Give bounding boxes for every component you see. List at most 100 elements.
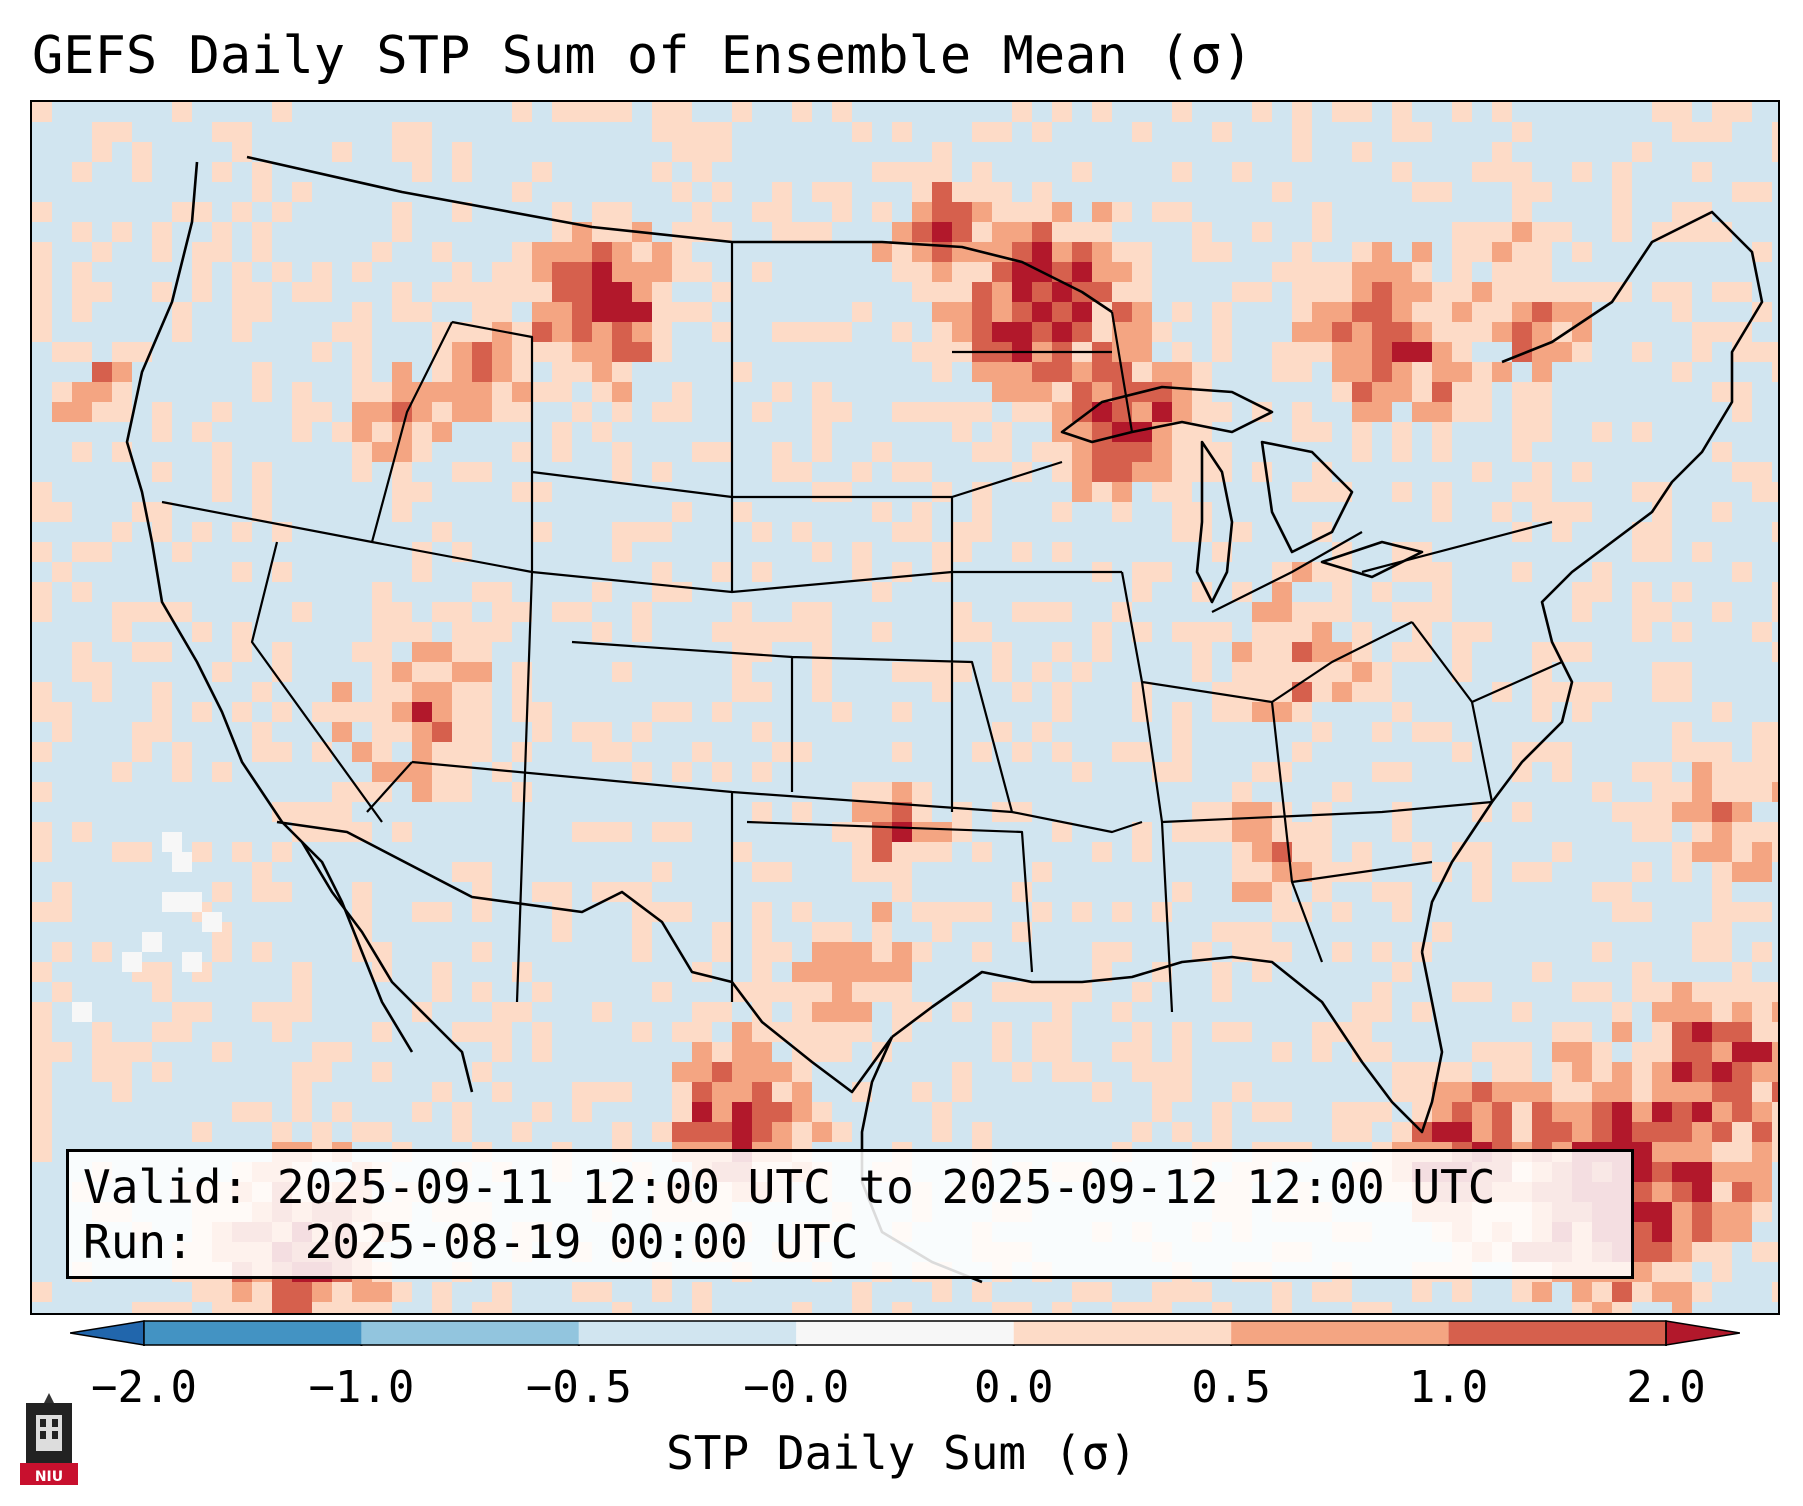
stp-cell: [352, 642, 372, 662]
stp-cell: [1652, 1262, 1672, 1282]
stp-cell: [1692, 782, 1712, 802]
run-time: 2025-08-19 00:00 UTC: [304, 1215, 859, 1269]
stp-cell: [72, 402, 92, 422]
stp-cell: [692, 162, 712, 182]
stp-cell: [92, 542, 112, 562]
stp-cell: [1172, 822, 1192, 842]
stp-cell: [1692, 162, 1712, 182]
stp-cell: [892, 822, 912, 842]
stp-cell: [1432, 1122, 1452, 1142]
stp-cell: [992, 262, 1012, 282]
stp-cell: [1672, 222, 1692, 242]
stp-cell: [1712, 1162, 1732, 1182]
stp-cell: [752, 202, 772, 222]
stp-cell: [192, 622, 212, 642]
stp-cell: [452, 662, 472, 682]
map-canvas[interactable]: [32, 102, 1780, 1315]
stp-cell: [1752, 1082, 1772, 1102]
stp-cell: [1712, 862, 1732, 882]
stp-cell: [392, 362, 412, 382]
stp-cell: [1732, 1142, 1752, 1162]
stp-cell: [712, 762, 732, 782]
stp-cell: [32, 202, 52, 222]
stp-cell: [932, 302, 952, 322]
stp-cell: [832, 482, 852, 502]
stp-cell: [72, 642, 92, 662]
stp-cell: [1092, 482, 1112, 502]
stp-cell: [1132, 402, 1152, 422]
stp-cell: [492, 1302, 512, 1313]
stp-cell: [392, 302, 412, 322]
stp-cell: [1052, 1022, 1072, 1042]
stp-cell: [32, 1142, 52, 1162]
stp-cell: [1272, 1102, 1292, 1122]
map-panel[interactable]: [30, 100, 1780, 1315]
stp-cell: [1392, 102, 1412, 122]
stp-cell: [152, 682, 172, 702]
stp-cell: [512, 442, 532, 462]
stp-cell: [1372, 722, 1392, 742]
stp-cell: [1672, 742, 1692, 762]
stp-cell: [172, 1022, 192, 1042]
stp-cell: [652, 462, 672, 482]
stp-cell: [192, 1282, 212, 1302]
stp-cell: [1512, 242, 1532, 262]
stp-cell: [1652, 782, 1672, 802]
stp-cell: [1312, 482, 1332, 502]
stp-cell: [1292, 242, 1312, 262]
stp-cell: [712, 942, 732, 962]
stp-cell: [652, 262, 672, 282]
stp-cell: [852, 462, 872, 482]
stp-cell: [412, 1102, 432, 1122]
stp-cell: [472, 742, 492, 762]
stp-cell: [1092, 642, 1112, 662]
stp-cell: [92, 242, 112, 262]
stp-cell: [912, 522, 932, 542]
stp-cell: [1632, 1042, 1652, 1062]
stp-cell: [652, 522, 672, 542]
stp-cell: [1352, 422, 1372, 442]
stp-cell: [592, 1002, 612, 1022]
stp-cell: [812, 602, 832, 622]
stp-cell: [872, 962, 892, 982]
stp-cell: [1612, 222, 1632, 242]
stp-cell: [1692, 1182, 1712, 1202]
stp-cell: [1672, 662, 1692, 682]
stp-cell: [1552, 1062, 1572, 1082]
neutral-cell: [182, 952, 202, 972]
stp-cell: [832, 1042, 852, 1062]
stp-cell: [272, 702, 292, 722]
stp-cell: [1352, 1302, 1372, 1313]
stp-cell: [932, 322, 952, 342]
stp-cell: [1412, 182, 1432, 202]
stp-cell: [1032, 182, 1052, 202]
stp-cell: [192, 1122, 212, 1142]
stp-cell: [252, 1102, 272, 1122]
stp-cell: [992, 362, 1012, 382]
stp-cell: [652, 402, 672, 422]
stp-cell: [652, 282, 672, 302]
stp-cell: [652, 1122, 672, 1142]
stp-cell: [1732, 402, 1752, 422]
stp-cell: [1532, 422, 1552, 442]
stp-cell: [672, 582, 692, 602]
stp-cell: [132, 742, 152, 762]
stp-cell: [112, 622, 132, 642]
stp-cell: [392, 602, 412, 622]
stp-cell: [1692, 1202, 1712, 1222]
stp-cell: [252, 162, 272, 182]
stp-cell: [1372, 662, 1392, 682]
stp-cell: [1332, 1102, 1352, 1122]
stp-cell: [432, 642, 452, 662]
stp-cell: [672, 502, 692, 522]
stp-cell: [392, 822, 412, 842]
stp-cell: [412, 782, 432, 802]
lake-erie: [1320, 540, 1424, 579]
stp-cell: [1572, 982, 1592, 1002]
stp-cell: [1712, 1002, 1732, 1022]
stp-cell: [1132, 422, 1152, 442]
stp-cell: [1372, 1002, 1392, 1022]
stp-cell: [1692, 202, 1712, 222]
stp-cell: [832, 322, 852, 342]
stp-cell: [592, 262, 612, 282]
